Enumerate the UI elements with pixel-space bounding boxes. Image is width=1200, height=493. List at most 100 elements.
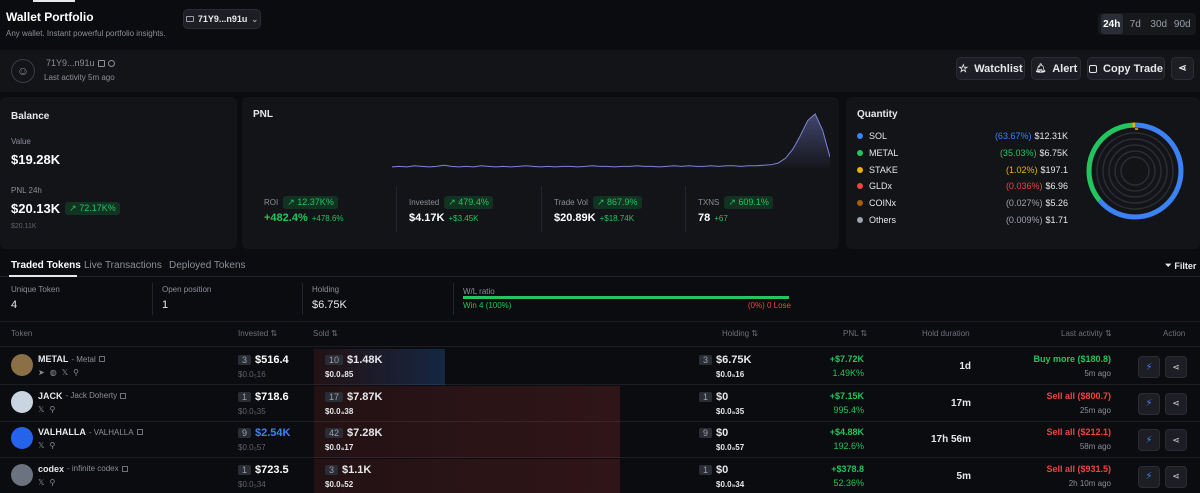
stat-value: $4.17K (409, 212, 445, 224)
search-icon[interactable]: ⚲ (49, 441, 56, 450)
holding-value: $0 (716, 463, 729, 476)
link-icon[interactable] (107, 59, 115, 67)
lightning-icon: ⚡︎ (1145, 361, 1153, 373)
legend-value: $197.1 (1040, 164, 1068, 175)
search-icon[interactable]: ⚲ (49, 477, 56, 487)
invested-count: 9 (238, 428, 252, 438)
unique-token-label: Unique Token (11, 285, 60, 294)
search-icon[interactable]: ⚲ (73, 368, 79, 377)
col-pnl[interactable]: PNL ⇅ (843, 329, 868, 338)
last-activity-action: Sell all ($931.5) (1046, 463, 1111, 474)
hold-duration: 17m (950, 397, 971, 409)
table-row[interactable]: codex - infinite codex 𝕏 ⚲ 1 $723.5 $0.0₅34 3 $1… (0, 458, 1200, 493)
folder-icon (185, 16, 194, 22)
pnl-pct: 52.36% (833, 477, 864, 488)
timeframe-24h[interactable]: 24h (1100, 14, 1123, 34)
tab-traded-tokens[interactable]: Traded Tokens (11, 260, 81, 271)
col-last-activity[interactable]: Last activity ⇅ (1061, 329, 1112, 338)
stat-value: $20.89K (554, 212, 596, 224)
table-row[interactable]: VALHALLA - VALHALLA 𝕏 ⚲ 9 $2.54K $0.0₅57 42 $7.2… (0, 422, 1200, 458)
alert-button[interactable]: 🔔︎ Alert (1031, 57, 1081, 80)
donut-track (1102, 138, 1168, 204)
search-icon[interactable]: ⚲ (49, 404, 56, 414)
token-symbol[interactable]: codex (38, 463, 65, 474)
page-subtitle: Any wallet. Instant powerful portfolio i… (6, 29, 166, 38)
timeframe-30d[interactable]: 30d (1150, 18, 1168, 30)
quick-buy-button[interactable]: ⚡︎ (1138, 392, 1160, 415)
last-activity-action: Sell all ($212.1) (1046, 427, 1111, 437)
legend-item-coinx: COINx (0.027%) $5.26 (857, 195, 1068, 212)
copy-icon[interactable] (97, 59, 105, 67)
token-name: - infinite codex (67, 464, 119, 473)
copy-trade-button[interactable]: Copy Trade (1087, 57, 1165, 80)
holding-value: $6.75K (312, 299, 347, 311)
legend-pct: (0.036%) (1005, 181, 1043, 192)
timeframe-90d[interactable]: 90d (1173, 18, 1191, 30)
holding-price: $0.0₅35 (716, 406, 745, 416)
sold-count: 10 (325, 355, 344, 365)
row-share-button[interactable]: ⋖ (1165, 429, 1187, 451)
invested-count: 1 (238, 391, 252, 402)
quick-buy-button[interactable]: ⚡︎ (1138, 465, 1160, 488)
pnl-stat-invested: Invested ↗ 479.4% $4.17K +$3.45K (397, 186, 542, 232)
table-row[interactable]: JACK - Jack Doherty 𝕏 ⚲ 1 $718.6 $0.0₅35 17 $7.8… (0, 385, 1200, 422)
copy-icon[interactable] (98, 356, 105, 362)
legend-pct: (0.009%) (1005, 214, 1043, 225)
stat-label: Invested (409, 198, 440, 207)
col-holding[interactable]: Holding ⇅ (722, 329, 759, 338)
row-share-button[interactable]: ⋖ (1165, 356, 1187, 378)
holding-count: 1 (699, 464, 713, 475)
sold-count: 17 (325, 391, 344, 402)
share-button[interactable]: ⋖ (1171, 57, 1194, 80)
donut-track (1114, 150, 1156, 192)
stat-pill: ↗ 12.37K% (283, 196, 338, 209)
x-icon[interactable]: 𝕏 (38, 441, 45, 450)
share-icon: ⋖ (1172, 471, 1180, 481)
x-icon[interactable]: 𝕏 (38, 477, 45, 487)
holding-count: 1 (699, 391, 713, 402)
lightning-icon: ⚡︎ (1145, 471, 1153, 482)
pnl-stat-txns: TXNS ↗ 609.1% 78 +67 (686, 186, 829, 232)
row-share-button[interactable]: ⋖ (1165, 465, 1187, 488)
holding-value: $6.75K (716, 354, 752, 366)
sold-volume-bar (314, 458, 620, 493)
stat-pill: ↗ 479.4% (444, 196, 493, 209)
watchlist-button[interactable]: ☆ Watchlist (956, 57, 1025, 80)
tab-live-transactions[interactable]: Live Transactions (84, 260, 162, 271)
quick-buy-button[interactable]: ⚡︎ (1138, 429, 1160, 451)
col-sold[interactable]: Sold ⇅ (313, 329, 338, 338)
summary-bar: Unique Token 4 Open position 1 Holding $… (0, 281, 1200, 319)
tab-deployed-tokens[interactable]: Deployed Tokens (169, 260, 246, 271)
page-title: Wallet Portfolio (6, 10, 94, 24)
x-icon[interactable]: 𝕏 (38, 404, 45, 414)
token-symbol[interactable]: JACK (38, 390, 63, 401)
legend-name: GLDx (869, 181, 893, 192)
row-share-button[interactable]: ⋖ (1165, 392, 1187, 415)
last-activity-time: 25m ago (1079, 405, 1111, 415)
divider (302, 283, 303, 315)
copy-icon[interactable] (120, 392, 127, 399)
col-invested[interactable]: Invested ⇅ (238, 329, 278, 338)
globe-icon[interactable]: ◍ (49, 368, 57, 377)
token-name: - Jack Doherty (65, 391, 118, 400)
token-symbol[interactable]: VALHALLA (38, 427, 86, 437)
telegram-icon[interactable]: ➤ (38, 368, 45, 377)
copy-icon[interactable] (136, 429, 143, 435)
quick-buy-button[interactable]: ⚡︎ (1138, 356, 1160, 378)
legend-pct: (35.03%) (999, 148, 1037, 159)
token-symbol[interactable]: METAL (38, 354, 69, 364)
legend-pct: (63.67%) (994, 131, 1032, 142)
timeframe-7d[interactable]: 7d (1129, 18, 1141, 30)
copy-icon[interactable] (121, 465, 128, 472)
legend-name: Others (869, 214, 897, 225)
last-activity-time: 2h 10m ago (1068, 478, 1111, 488)
wl-lose-text: (0%) 0 Lose (747, 301, 791, 310)
legend-dot (857, 200, 863, 207)
quantity-title: Quantity (857, 109, 898, 120)
filter-button[interactable]: ⏷ Filter (1165, 261, 1197, 271)
col-hold-duration: Hold duration (922, 329, 970, 338)
x-icon[interactable]: 𝕏 (61, 368, 69, 377)
stat-sub: +$18.74K (599, 214, 635, 223)
wallet-selector[interactable]: 71Y9...n91u ⌄ (183, 9, 261, 29)
table-row[interactable]: METAL - Metal ➤ ◍ 𝕏 ⚲ 3 $516.4 $0.0₅16 10 $1.48K $0… (0, 349, 1200, 385)
